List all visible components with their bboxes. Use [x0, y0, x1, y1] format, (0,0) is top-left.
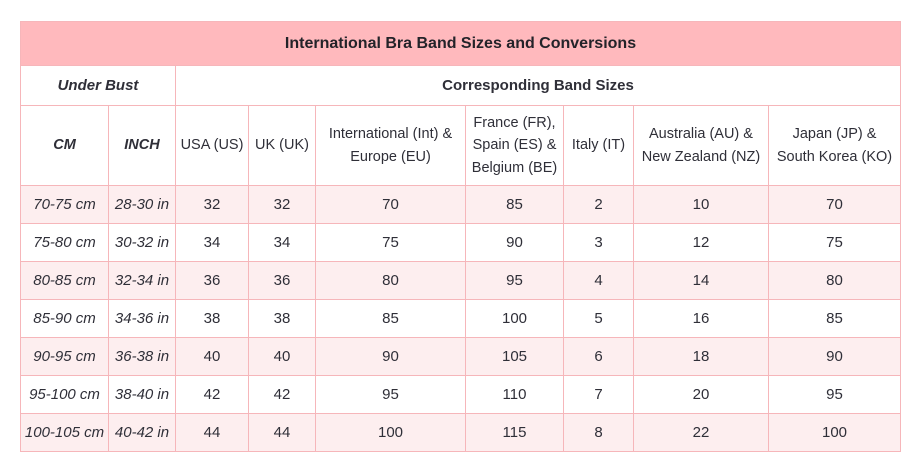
table-row: 85-90 cm 34-36 in 38 38 85 100 5 16 85: [20, 299, 902, 338]
table-cell: 36-38 in: [108, 337, 176, 376]
table-cell: 105: [465, 337, 564, 376]
table-title-row: International Bra Band Sizes and Convers…: [19, 21, 902, 66]
table-cell: 85: [465, 185, 564, 224]
table-cell: 80-85 cm: [20, 261, 109, 300]
column-header-int-eu: International (Int) & Europe (EU): [315, 105, 466, 186]
table-cell: 34: [248, 223, 316, 262]
table-cell: 110: [465, 375, 564, 414]
table-cell: 32-34 in: [108, 261, 176, 300]
table-cell: 70: [767, 185, 902, 224]
table-cell: 42: [248, 375, 316, 414]
column-header-uk: UK (UK): [248, 105, 316, 186]
table-row: 100-105 cm 40-42 in 44 44 100 115 8 22 1…: [20, 413, 902, 452]
table-cell: 12: [633, 223, 769, 262]
column-header-au-nz: Australia (AU) & New Zealand (NZ): [633, 105, 769, 186]
table-cell: 90: [767, 337, 902, 376]
table-cell: 40-42 in: [108, 413, 176, 452]
table-cell: 4: [563, 261, 634, 300]
table-cell: 100: [315, 413, 466, 452]
column-header-jp-ko: Japan (JP) & South Korea (KO): [767, 105, 902, 186]
table-cell: 85-90 cm: [20, 299, 109, 338]
table-cell: 80: [315, 261, 466, 300]
table-cell: 8: [563, 413, 634, 452]
table-cell: 28-30 in: [108, 185, 176, 224]
table-cell: 36: [248, 261, 316, 300]
table-cell: 75: [315, 223, 466, 262]
table-cell: 85: [767, 299, 902, 338]
table-cell: 80: [767, 261, 902, 300]
table-cell: 75-80 cm: [20, 223, 109, 262]
table-title: International Bra Band Sizes and Convers…: [19, 21, 902, 66]
table-cell: 36: [175, 261, 249, 300]
page: International Bra Band Sizes and Convers…: [19, 21, 902, 452]
table-cell: 100: [767, 413, 902, 452]
table-cell: 42: [175, 375, 249, 414]
table-cell: 34: [175, 223, 249, 262]
table-cell: 100: [465, 299, 564, 338]
bra-band-size-table: International Bra Band Sizes and Convers…: [19, 21, 902, 452]
table-cell: 40: [248, 337, 316, 376]
table-cell: 30-32 in: [108, 223, 176, 262]
corresponding-band-sizes-header: Corresponding Band Sizes: [174, 65, 902, 106]
table-cell: 100-105 cm: [20, 413, 109, 452]
table-cell: 5: [563, 299, 634, 338]
table-cell: 44: [248, 413, 316, 452]
table-cell: 32: [175, 185, 249, 224]
table-cell: 40: [175, 337, 249, 376]
column-header-fr-es-be: France (FR), Spain (ES) & Belgium (BE): [465, 105, 564, 186]
table-row: 90-95 cm 36-38 in 40 40 90 105 6 18 90: [20, 337, 902, 376]
table-cell: 95-100 cm: [20, 375, 109, 414]
table-cell: 38-40 in: [108, 375, 176, 414]
table-cell: 20: [633, 375, 769, 414]
table-cell: 90: [315, 337, 466, 376]
table-cell: 2: [563, 185, 634, 224]
table-cell: 70-75 cm: [20, 185, 109, 224]
table-cell: 22: [633, 413, 769, 452]
column-header-italy: Italy (IT): [563, 105, 634, 186]
table-cell: 3: [563, 223, 634, 262]
table-cell: 6: [563, 337, 634, 376]
table-cell: 14: [633, 261, 769, 300]
table-cell: 38: [248, 299, 316, 338]
table-row: 70-75 cm 28-30 in 32 32 70 85 2 10 70: [20, 185, 902, 224]
under-bust-header: Under Bust: [20, 65, 176, 106]
table-cell: 90: [465, 223, 564, 262]
table-row: 75-80 cm 30-32 in 34 34 75 90 3 12 75: [20, 223, 902, 262]
table-cell: 7: [563, 375, 634, 414]
column-header-cm: CM: [20, 105, 109, 186]
column-header-usa: USA (US): [175, 105, 249, 186]
table-cell: 95: [465, 261, 564, 300]
table-cell: 10: [633, 185, 769, 224]
table-row: 80-85 cm 32-34 in 36 36 80 95 4 14 80: [20, 261, 902, 300]
table-cell: 32: [248, 185, 316, 224]
table-cell: 34-36 in: [108, 299, 176, 338]
table-cell: 70: [315, 185, 466, 224]
table-cell: 38: [175, 299, 249, 338]
group-header-row: Under Bust Corresponding Band Sizes: [20, 65, 902, 106]
table-cell: 90-95 cm: [20, 337, 109, 376]
table-cell: 115: [465, 413, 564, 452]
table-cell: 95: [767, 375, 902, 414]
column-header-row: CM INCH USA (US) UK (UK) International (…: [20, 105, 902, 186]
table-cell: 16: [633, 299, 769, 338]
table-cell: 95: [315, 375, 466, 414]
table-cell: 18: [633, 337, 769, 376]
column-header-inch: INCH: [108, 105, 176, 186]
table-row: 95-100 cm 38-40 in 42 42 95 110 7 20 95: [20, 375, 902, 414]
table-cell: 44: [175, 413, 249, 452]
table-cell: 75: [767, 223, 902, 262]
table-cell: 85: [315, 299, 466, 338]
